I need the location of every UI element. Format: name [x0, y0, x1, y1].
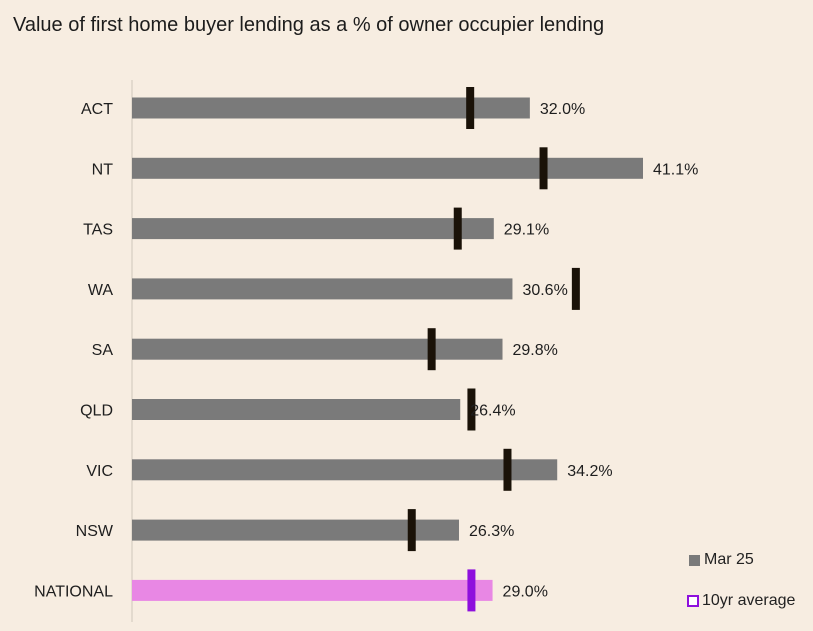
category-label-national: NATIONAL [34, 583, 113, 600]
category-label-nsw: NSW [76, 523, 114, 540]
data-label-act: 32.0% [540, 101, 585, 118]
data-label-qld: 26.4% [470, 403, 515, 420]
bar-sa [132, 338, 503, 360]
average-marker-nsw [407, 509, 416, 552]
bar-qld [132, 399, 461, 420]
data-label-tas: 29.1% [504, 222, 549, 239]
average-marker-tas [453, 207, 462, 250]
data-label-nt: 41.1% [653, 161, 698, 178]
legend-item-average: 10yr average [687, 592, 795, 610]
category-label-qld: QLD [80, 403, 113, 420]
bar-nt [132, 157, 643, 179]
category-label-act: ACT [81, 101, 113, 118]
average-marker-vic [503, 448, 512, 491]
legend-swatch-current [689, 554, 700, 566]
legend-label-average: 10yr average [702, 592, 796, 609]
bar-act [132, 97, 530, 119]
average-marker-sa [427, 328, 436, 371]
bar-wa [132, 278, 513, 300]
legend-item-current: Mar 25 [689, 551, 754, 569]
bar-tas [132, 218, 494, 240]
category-label-vic: VIC [86, 463, 113, 480]
legend-label-current: Mar 25 [704, 551, 754, 568]
average-marker-qld [467, 388, 476, 431]
average-marker-act [466, 87, 475, 129]
category-label-wa: WA [88, 282, 114, 299]
bar-vic [132, 459, 558, 481]
bar-nsw [132, 519, 459, 541]
average-marker-national [467, 569, 476, 612]
bar-national [132, 579, 493, 601]
data-label-wa: 30.6% [522, 282, 567, 299]
data-label-nsw: 26.3% [469, 523, 514, 540]
category-label-sa: SA [92, 342, 114, 359]
category-label-nt: NT [92, 161, 114, 178]
chart-title: Value of first home buyer lending as a %… [13, 14, 605, 36]
data-label-national: 29.0% [503, 583, 548, 600]
average-marker-wa [571, 267, 580, 310]
category-label-tas: TAS [83, 222, 113, 239]
average-marker-nt [539, 147, 548, 190]
data-label-vic: 34.2% [567, 463, 612, 480]
legend-swatch-average [687, 595, 699, 607]
data-label-sa: 29.8% [513, 342, 558, 359]
